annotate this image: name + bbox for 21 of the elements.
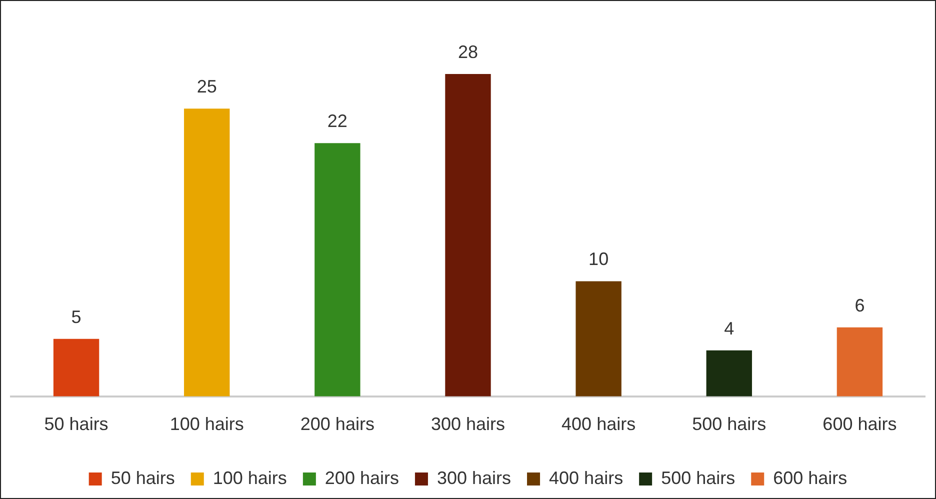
legend-label: 100 hairs <box>212 468 287 488</box>
x-tick-label: 200 hairs <box>300 414 374 434</box>
data-label: 22 <box>327 111 348 132</box>
x-tick-label: 500 hairs <box>692 414 766 434</box>
x-tick-label: 600 hairs <box>822 414 897 434</box>
data-label: 28 <box>458 42 478 62</box>
data-label: 25 <box>196 76 217 97</box>
x-tick-label: 100 hairs <box>170 414 244 434</box>
data-label: 5 <box>71 306 82 327</box>
data-label: 10 <box>588 249 609 270</box>
legend-label: 400 hairs <box>549 468 624 488</box>
x-tick-label: 50 hairs <box>44 414 108 434</box>
data-label: 6 <box>854 295 865 316</box>
legend-label: 50 hairs <box>110 468 175 488</box>
x-tick-label: 300 hairs <box>430 414 506 434</box>
legend-label: 300 hairs <box>436 468 512 488</box>
legend-label: 600 hairs <box>773 468 848 488</box>
x-tick-label: 400 hairs <box>562 414 636 434</box>
legend-label: 200 hairs <box>324 468 399 488</box>
data-label: 4 <box>724 318 734 338</box>
legend-label: 500 hairs <box>661 468 736 488</box>
